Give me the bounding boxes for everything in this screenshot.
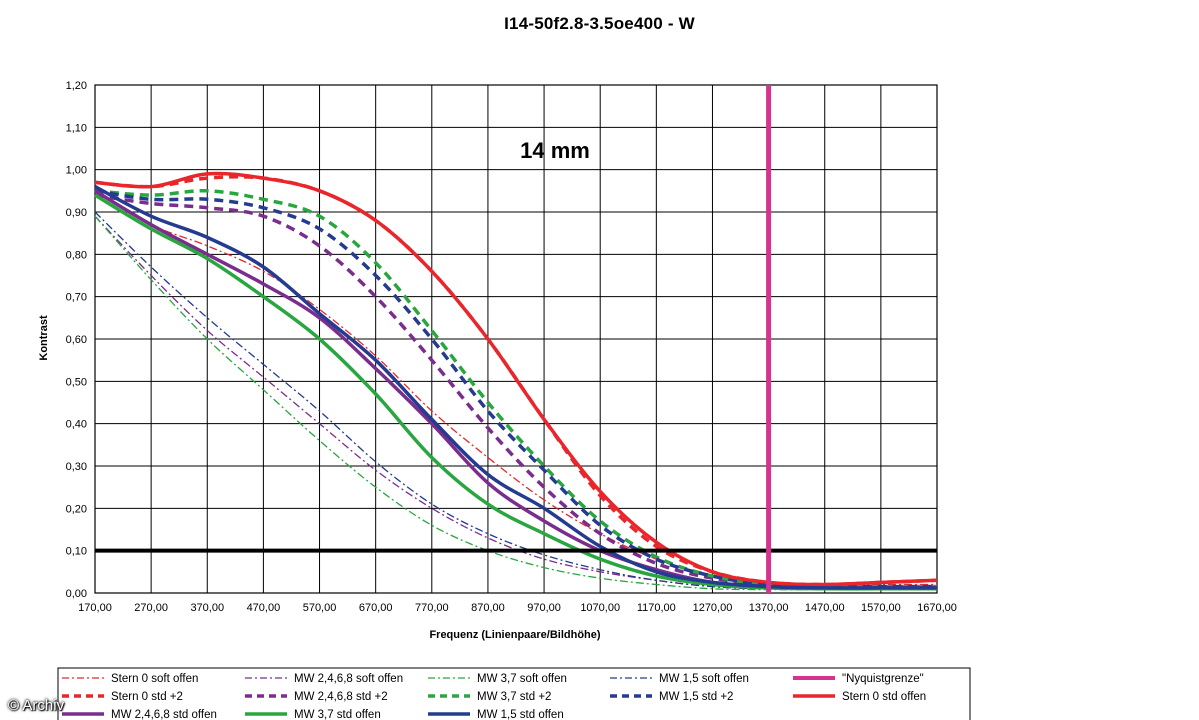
- x-tick-label: 1070,00: [580, 602, 620, 614]
- y-tick-label: 0,40: [66, 419, 87, 431]
- legend-label: MW 2,4,6,8 soft offen: [294, 673, 403, 685]
- x-axis-label: Frequenz (Linienpaare/Bildhöhe): [429, 629, 600, 641]
- series-line-mw-1-5-std-offen: [94, 185, 937, 590]
- series-line-mw-2-4-6-8-std-offen: [94, 189, 937, 590]
- x-tick-label: 1570,00: [861, 602, 901, 614]
- watermark: © Archiv: [8, 697, 65, 714]
- series-line-mw-3-7-std-2: [94, 189, 937, 589]
- x-tick-label: 1170,00: [637, 602, 676, 614]
- x-tick-label: 270,00: [134, 602, 168, 614]
- x-tick-label: 570,00: [303, 602, 337, 614]
- y-tick-label: 0,90: [66, 207, 87, 219]
- x-tick-label: 1270,00: [693, 602, 733, 614]
- y-tick-label: 0,20: [66, 503, 87, 515]
- annotation-14mm: 14 mm: [520, 138, 590, 163]
- legend-label: Stern 0 std offen: [842, 691, 926, 703]
- legend-label: MW 3,7 std +2: [477, 691, 551, 703]
- x-tick-label: 370,00: [190, 602, 224, 614]
- legend-label: MW 3,7 std offen: [294, 709, 381, 720]
- x-tick-label: 670,00: [359, 602, 393, 614]
- x-tick-label: 1670,00: [917, 602, 957, 614]
- legend-label: MW 3,7 soft offen: [477, 673, 567, 685]
- legend-label: "Nyquistgrenze": [842, 673, 924, 685]
- y-tick-label: 0,80: [66, 249, 87, 261]
- series-line-stern-0-std-offen: [94, 171, 938, 587]
- legend-label: MW 1,5 std +2: [659, 691, 733, 703]
- x-tick-label: 470,00: [247, 602, 281, 614]
- y-tick-label: 0,30: [66, 461, 87, 473]
- x-tick-label: 970,00: [527, 602, 561, 614]
- y-tick-label: 1,10: [66, 122, 87, 134]
- y-tick-label: 0,50: [66, 376, 87, 388]
- series-line-mw-2-4-6-8-soft-offen: [94, 215, 937, 590]
- legend-label: MW 2,4,6,8 std +2: [294, 691, 388, 703]
- x-tick-label: 1370,00: [749, 602, 789, 614]
- y-tick-label: 1,20: [66, 80, 87, 92]
- series-line-stern-0-soft-offen: [94, 190, 937, 586]
- legend-label: MW 1,5 soft offen: [659, 673, 749, 685]
- x-tick-label: 870,00: [471, 602, 505, 614]
- legend-label: MW 1,5 std offen: [477, 709, 564, 720]
- x-tick-label: 770,00: [415, 602, 449, 614]
- chart-title: I14-50f2.8-3.5oe400 - W: [504, 14, 695, 33]
- legend-label: MW 2,4,6,8 std offen: [111, 709, 217, 720]
- series-line-mw-3-7-soft-offen: [94, 215, 937, 591]
- y-tick-label: 1,00: [66, 165, 87, 177]
- y-tick-label: 0,70: [66, 292, 87, 304]
- y-tick-label: 0,60: [66, 334, 87, 346]
- series-line-mw-1-5-std-2: [94, 189, 937, 589]
- y-tick-label: 0,00: [66, 588, 87, 600]
- legend: Stern 0 soft offen MW 2,4,6,8 soft offen M…: [57, 667, 971, 720]
- y-axis-label: Kontrast: [38, 315, 50, 361]
- y-tick-label: 0,10: [66, 546, 87, 558]
- x-tick-label: 170,00: [78, 602, 112, 614]
- legend-label: Stern 0 soft offen: [111, 673, 198, 685]
- legend-label: Stern 0 std +2: [111, 691, 183, 703]
- x-tick-label: 1470,00: [805, 602, 845, 614]
- plot-border: [94, 84, 938, 594]
